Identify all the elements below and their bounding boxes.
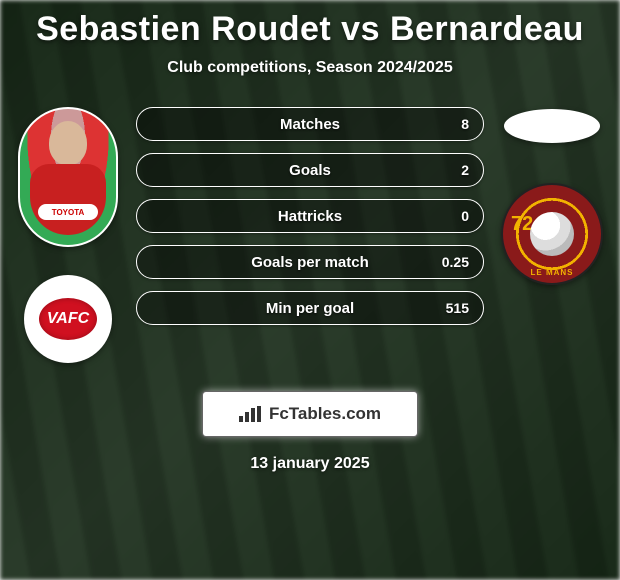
page-title: Sebastien Roudet vs Bernardeau <box>36 10 584 49</box>
stats-column: Matches 8 Goals 2 Hattricks 0 Goals per … <box>128 107 492 363</box>
stat-row-min-per-goal: Min per goal 515 <box>136 291 484 325</box>
stat-value: 0.25 <box>442 254 469 270</box>
comparison-row: TOYOTA VAFC Matches 8 Goals 2 Hattricks … <box>0 107 620 363</box>
page-subtitle: Club competitions, Season 2024/2025 <box>167 59 452 77</box>
club-badge-right: 72 LE MANS <box>501 183 603 285</box>
report-date: 13 january 2025 <box>250 455 369 473</box>
club-badge-left: VAFC <box>24 275 112 363</box>
stat-value: 8 <box>461 116 469 132</box>
stat-value: 0 <box>461 208 469 224</box>
stat-value: 515 <box>446 300 469 316</box>
stat-label: Matches <box>280 116 340 133</box>
site-attribution: FcTables.com <box>202 391 418 437</box>
right-player-column: 72 LE MANS <box>492 107 612 363</box>
stat-row-goals: Goals 2 <box>136 153 484 187</box>
stat-label: Goals <box>289 162 331 179</box>
stat-label: Min per goal <box>266 300 354 317</box>
stat-value: 2 <box>461 162 469 178</box>
player-avatar-left: TOYOTA <box>18 107 118 247</box>
player-avatar-right-placeholder <box>504 109 600 143</box>
soccer-ball-icon <box>530 212 574 256</box>
stat-row-goals-per-match: Goals per match 0.25 <box>136 245 484 279</box>
stat-label: Hattricks <box>278 208 342 225</box>
left-player-column: TOYOTA VAFC <box>8 107 128 363</box>
site-name: FcTables.com <box>269 404 381 424</box>
stat-label: Goals per match <box>251 254 369 271</box>
stat-row-matches: Matches 8 <box>136 107 484 141</box>
stat-row-hattricks: Hattricks 0 <box>136 199 484 233</box>
vafc-logo: VAFC <box>36 295 100 343</box>
bar-chart-icon <box>239 406 261 422</box>
jersey-sponsor: TOYOTA <box>38 204 98 220</box>
lemans-text: LE MANS <box>503 268 601 277</box>
